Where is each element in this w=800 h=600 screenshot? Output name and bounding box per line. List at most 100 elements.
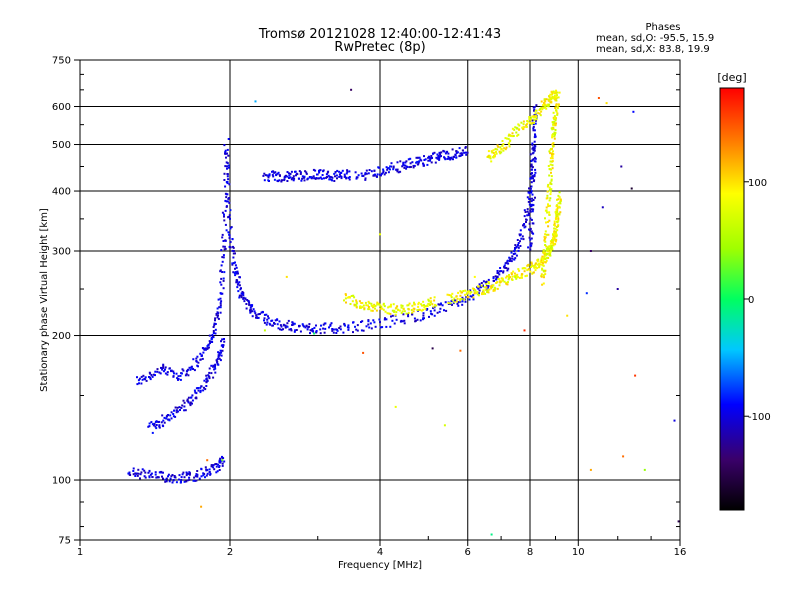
o-mode-point	[194, 397, 197, 400]
o-mode-point	[451, 148, 454, 151]
x-mode-point	[505, 146, 508, 149]
o-mode-point	[174, 476, 177, 479]
o-mode-point	[283, 324, 286, 327]
o-mode-point	[503, 264, 506, 267]
o-mode-point	[204, 388, 207, 391]
x-mode-point	[367, 300, 370, 303]
noise-point	[673, 419, 676, 422]
x-mode-point	[554, 235, 557, 238]
o-mode-point	[245, 303, 248, 305]
x-mode-point	[359, 305, 362, 308]
x-mode-point	[456, 297, 459, 300]
o-mode-point	[387, 171, 390, 174]
x-mode-point	[417, 303, 420, 306]
o-mode-point	[257, 313, 260, 316]
o-mode-point	[227, 216, 230, 219]
x-mode-point	[397, 308, 400, 311]
x-mode-point	[474, 289, 477, 292]
x-mode-point	[531, 272, 534, 275]
o-mode-point	[132, 467, 135, 470]
x-mode-point	[464, 293, 467, 296]
x-mode-point	[541, 108, 544, 111]
o-mode-point	[355, 328, 358, 331]
o-mode-point	[456, 302, 459, 305]
o-mode-point	[455, 156, 458, 159]
o-mode-point	[355, 177, 358, 180]
o-mode-point	[427, 159, 430, 162]
x-mode-point	[465, 292, 468, 295]
x-mode-point	[504, 148, 507, 151]
x-mode-point	[546, 190, 549, 193]
o-mode-point	[532, 125, 535, 128]
o-mode-point	[496, 270, 499, 272]
o-mode-point	[500, 270, 503, 273]
o-mode-point	[531, 210, 534, 213]
x-mode-point	[389, 305, 392, 308]
o-mode-point	[510, 251, 513, 254]
o-mode-point	[253, 310, 256, 313]
o-mode-point	[173, 372, 175, 375]
o-mode-point	[162, 477, 164, 480]
x-mode-point	[492, 289, 495, 292]
o-mode-point	[341, 169, 344, 172]
x-mode-point	[556, 107, 559, 110]
o-mode-point	[216, 316, 219, 319]
x-mode-point	[552, 233, 554, 236]
o-mode-point	[338, 327, 341, 329]
o-mode-point	[154, 370, 157, 373]
o-mode-point	[271, 173, 274, 176]
o-mode-point	[173, 409, 176, 412]
o-mode-point	[169, 477, 172, 480]
o-mode-point	[487, 285, 490, 288]
x-mode-point	[550, 188, 553, 191]
x-mode-point	[349, 303, 352, 305]
x-mode-point	[525, 124, 528, 127]
o-mode-point	[196, 473, 199, 476]
x-mode-point	[518, 269, 521, 272]
o-mode-point	[193, 369, 196, 372]
x-mode-point	[403, 310, 406, 313]
x-mode-point	[516, 276, 518, 279]
o-mode-point	[531, 152, 534, 155]
o-mode-point	[319, 169, 322, 172]
x-mode-point	[507, 275, 510, 278]
o-mode-point	[530, 218, 533, 221]
o-mode-point	[531, 193, 534, 196]
x-mode-point	[537, 112, 540, 115]
o-mode-point	[525, 221, 527, 223]
x-mode-point	[545, 233, 548, 236]
o-mode-point	[494, 275, 497, 278]
o-mode-point	[162, 370, 165, 373]
x-mode-point	[553, 230, 556, 233]
x-mode-point	[500, 148, 503, 151]
o-mode-point	[438, 310, 441, 313]
o-mode-point	[295, 329, 298, 331]
o-mode-point	[376, 173, 379, 176]
x-mode-point	[513, 128, 516, 131]
o-mode-point	[392, 165, 395, 168]
x-mode-point	[516, 127, 519, 130]
o-mode-point	[234, 252, 236, 255]
o-mode-point	[173, 475, 176, 477]
o-mode-point	[316, 173, 318, 176]
x-mode-point	[502, 143, 505, 145]
o-mode-point	[378, 318, 381, 321]
o-mode-point	[279, 324, 282, 327]
x-mode-point	[503, 280, 506, 283]
x-mode-point	[418, 308, 421, 311]
o-mode-point	[412, 166, 415, 169]
x-mode-point	[557, 216, 560, 219]
o-mode-point	[323, 177, 325, 180]
o-mode-point	[526, 208, 529, 211]
o-mode-point	[265, 323, 268, 326]
x-mode-point	[549, 254, 552, 257]
o-mode-point	[154, 374, 156, 377]
o-mode-point	[132, 470, 135, 472]
o-mode-point	[221, 349, 224, 352]
o-mode-point	[303, 179, 306, 182]
x-mode-point	[510, 272, 513, 275]
o-mode-point	[241, 292, 244, 295]
x-mode-point	[413, 303, 416, 306]
o-mode-point	[532, 146, 535, 149]
x-mode-point	[547, 248, 550, 251]
